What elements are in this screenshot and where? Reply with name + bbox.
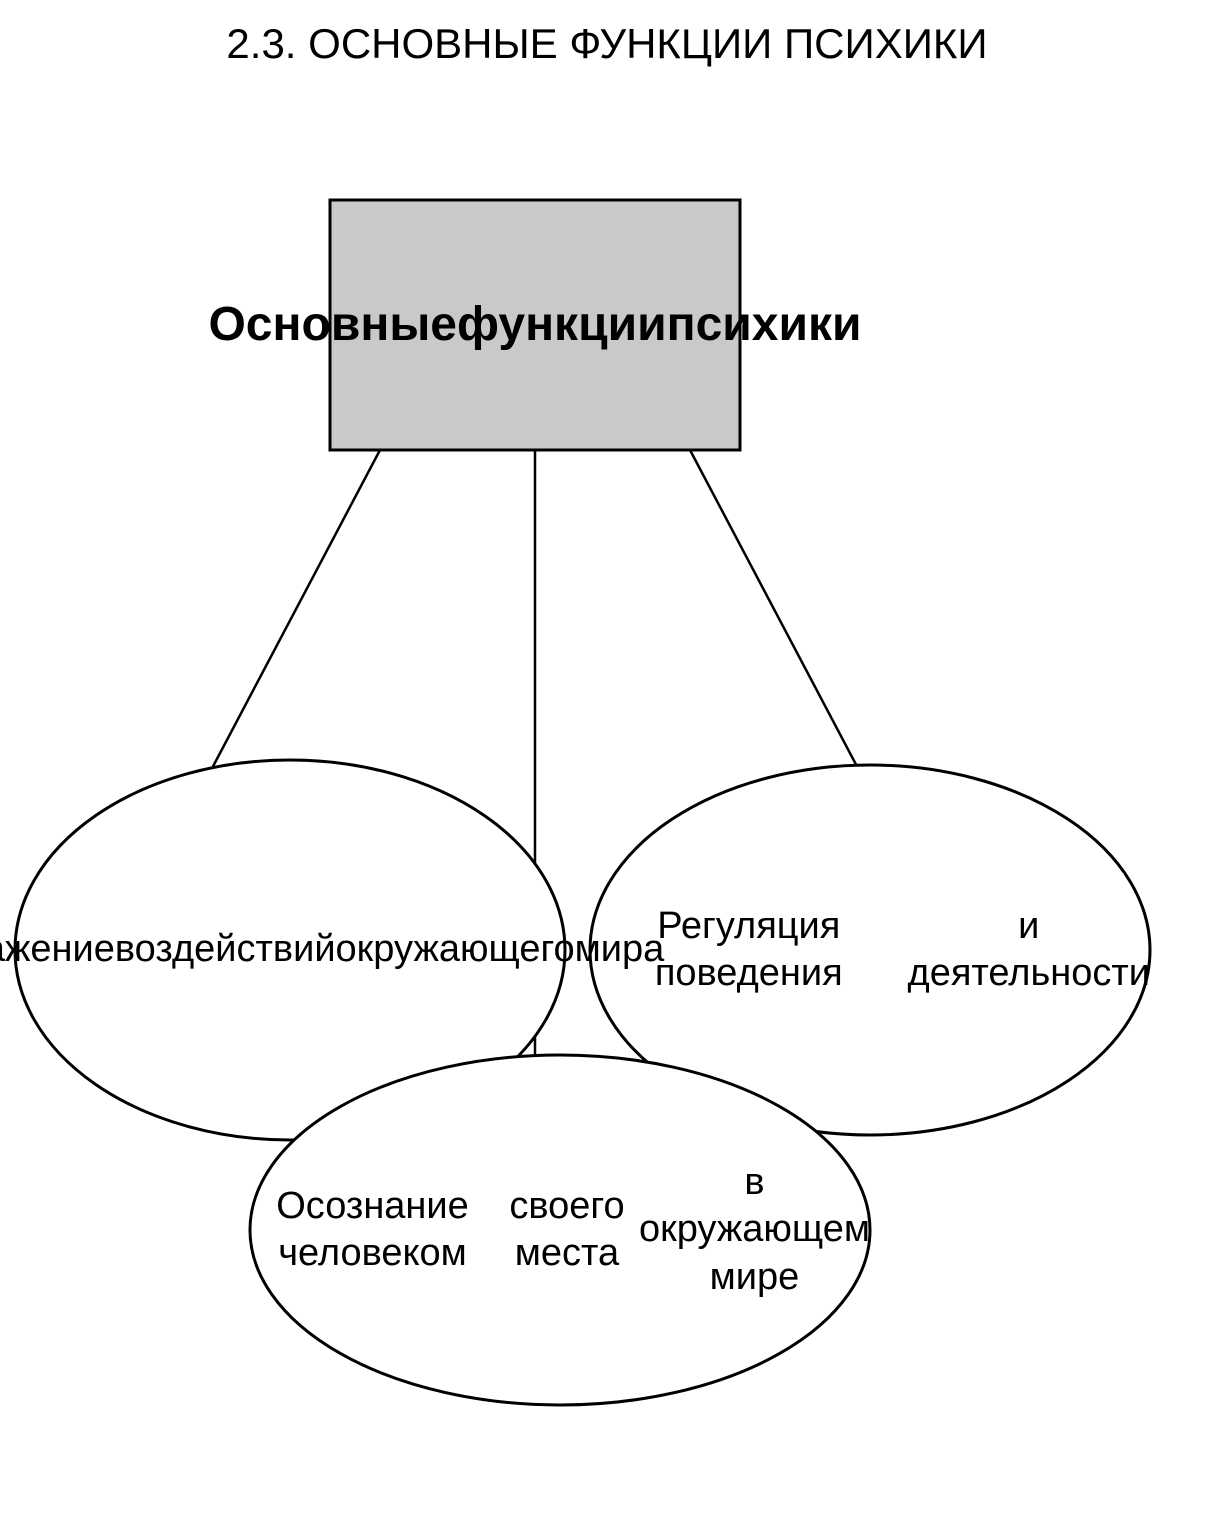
root-box-label: Основныефункциипсихики <box>330 200 740 450</box>
connector-line <box>190 450 380 810</box>
connector-line <box>690 450 880 810</box>
ellipse-label-bottom: Осознание человекомсвоего местав окружаю… <box>250 1055 870 1405</box>
